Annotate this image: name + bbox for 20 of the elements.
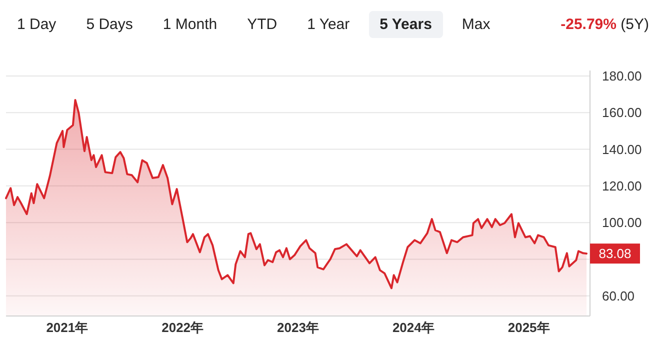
y-tick-label: 120.00 bbox=[602, 178, 642, 194]
y-tick-label: 160.00 bbox=[602, 105, 642, 120]
text: 5 Years bbox=[368, 11, 443, 38]
y-tick-label: 60.00 bbox=[602, 288, 635, 304]
chart-subtitle: -25.79% (5Y) bbox=[560, 16, 649, 33]
y-tick-label: 180.00 bbox=[602, 68, 642, 84]
y-tick-label: 140.00 bbox=[602, 142, 642, 157]
text: 1 Year bbox=[306, 15, 351, 35]
x-tick-label: 2024年 bbox=[392, 320, 434, 335]
text: 1 Month bbox=[162, 15, 218, 35]
text: 1 Day bbox=[16, 15, 58, 35]
text: Max bbox=[460, 15, 492, 35]
y-tick-label: 100.00 bbox=[602, 215, 642, 230]
x-tick-label: 2025年 bbox=[508, 320, 550, 335]
x-tick-label: 2022年 bbox=[162, 320, 204, 335]
text: 5 Days bbox=[85, 15, 134, 35]
x-tick-label: 2021年 bbox=[46, 320, 88, 335]
text: 83.08 bbox=[598, 246, 632, 262]
x-tick-label: 2023年 bbox=[277, 320, 319, 335]
text: YTD bbox=[246, 15, 278, 35]
